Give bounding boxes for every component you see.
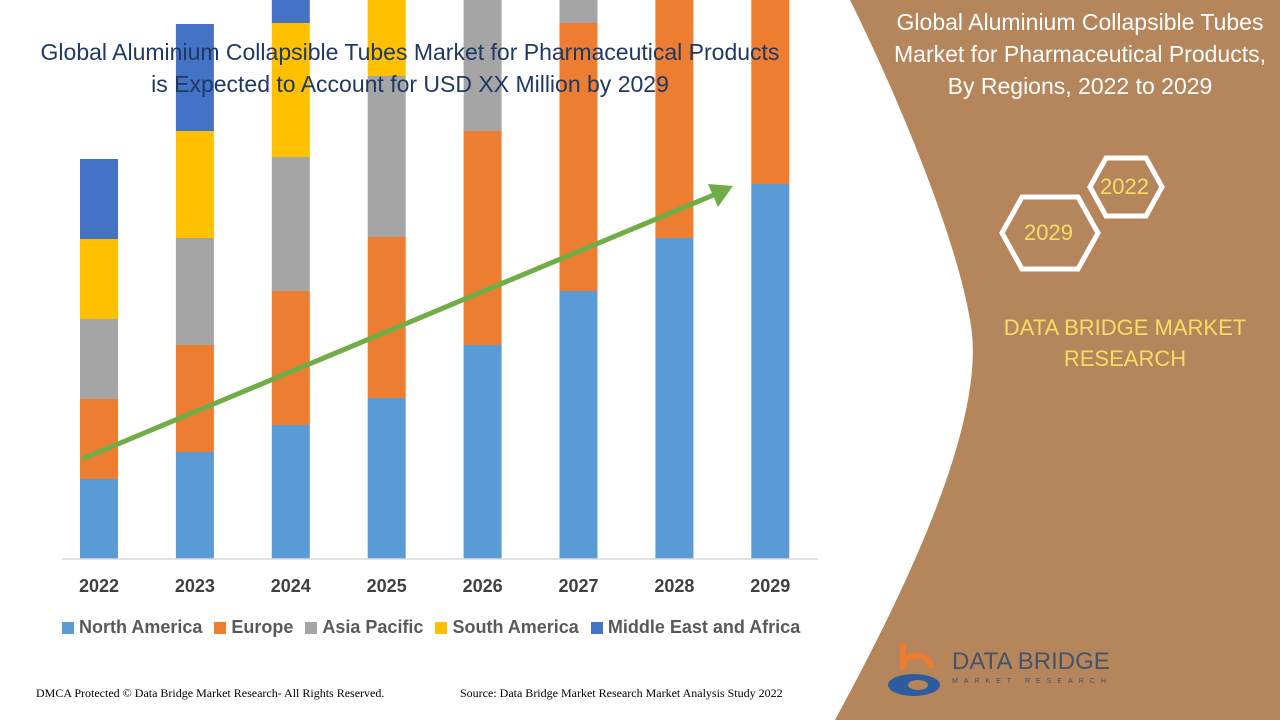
legend-swatch xyxy=(590,621,603,634)
x-tick-label: 2023 xyxy=(174,576,215,596)
bar-2024-middle-east-and-africa xyxy=(271,0,310,23)
legend-swatch xyxy=(214,621,227,634)
x-tick-label: 2022 xyxy=(78,576,120,596)
bar-2027-north-america xyxy=(559,291,598,559)
bar-2023-europe xyxy=(175,345,214,452)
hex-2022 xyxy=(1087,155,1165,219)
hex-label-2029: 2029 xyxy=(1024,220,1073,245)
footer-copyright: DMCA Protected © Data Bridge Market Rese… xyxy=(36,686,385,700)
logo-text: DATA BRIDGE xyxy=(952,648,1110,675)
bar-2024-asia-pacific xyxy=(271,157,310,291)
bar-2025-south-america xyxy=(367,0,406,76)
legend-label: Middle East and Africa xyxy=(607,617,801,637)
legend-swatch xyxy=(305,621,318,634)
bar-2028-europe xyxy=(655,0,694,238)
bar-2024-south-america xyxy=(271,23,310,157)
legend-swatch xyxy=(62,621,74,634)
legend-item: Asia Pacific xyxy=(305,617,423,638)
legend-swatch xyxy=(435,621,448,634)
bar-2022-europe xyxy=(80,399,118,479)
bar-2025-asia-pacific xyxy=(367,76,406,237)
legend: North America Europe Asia Pacific South Ame… xyxy=(62,617,800,638)
logo-mark xyxy=(888,644,940,696)
side-panel-bg xyxy=(835,0,1280,720)
side-panel-title: Global Aluminium Collapsible Tubes Marke… xyxy=(894,9,1266,99)
bar-2022-south-america xyxy=(80,239,118,319)
x-tick-label: 2024 xyxy=(270,576,311,596)
x-tick-label: 2026 xyxy=(462,576,503,596)
bar-2027-asia-pacific xyxy=(559,0,598,23)
trend-arrow-head xyxy=(708,184,733,207)
logo-subtext: MARKET RESEARCH xyxy=(952,678,1112,685)
brand-text: DATA BRIDGE MARKET RESEARCH xyxy=(1003,315,1247,371)
bar-2022-north-america xyxy=(80,479,118,559)
bar-2026-north-america xyxy=(463,345,502,559)
bar-2022-asia-pacific xyxy=(80,319,118,399)
legend-label: Europe xyxy=(231,617,294,637)
legend-item: South America xyxy=(435,617,579,638)
bar-2022-middle-east-and-africa xyxy=(80,159,118,239)
bar-2024-europe xyxy=(271,291,310,425)
trend-arrow xyxy=(81,191,717,462)
bar-2023-middle-east-and-africa xyxy=(175,24,214,131)
legend-item: Middle East and Africa xyxy=(590,617,801,638)
x-tick-label: 2029 xyxy=(750,576,791,596)
legend-item: North America xyxy=(62,617,202,638)
legend-label: North America xyxy=(79,617,203,637)
bar-2029-north-america xyxy=(751,184,790,559)
legend-label: Asia Pacific xyxy=(322,617,424,637)
hex-2029 xyxy=(999,194,1101,272)
legend-item: Europe xyxy=(214,617,293,638)
bar-2024-north-america xyxy=(271,425,310,559)
page-title: Global Aluminium Collapsible Tubes Marke… xyxy=(40,39,780,97)
bar-2023-asia-pacific xyxy=(175,238,214,345)
legend-label: South America xyxy=(452,617,579,637)
bar-2025-europe xyxy=(367,237,406,398)
bar-2023-south-america xyxy=(175,131,214,238)
hex-label-2022: 2022 xyxy=(1100,174,1149,199)
x-tick-label: 2028 xyxy=(654,576,695,596)
bar-2026-asia-pacific xyxy=(463,0,502,131)
bar-2023-north-america xyxy=(175,452,214,559)
bar-2028-north-america xyxy=(655,238,694,559)
bar-2026-europe xyxy=(463,131,502,345)
x-tick-label: 2025 xyxy=(366,576,407,596)
bar-2029-europe xyxy=(751,0,790,184)
x-tick-label: 2027 xyxy=(558,576,599,596)
footer-source: Source: Data Bridge Market Research Mark… xyxy=(460,686,783,700)
bar-2025-north-america xyxy=(367,398,406,559)
